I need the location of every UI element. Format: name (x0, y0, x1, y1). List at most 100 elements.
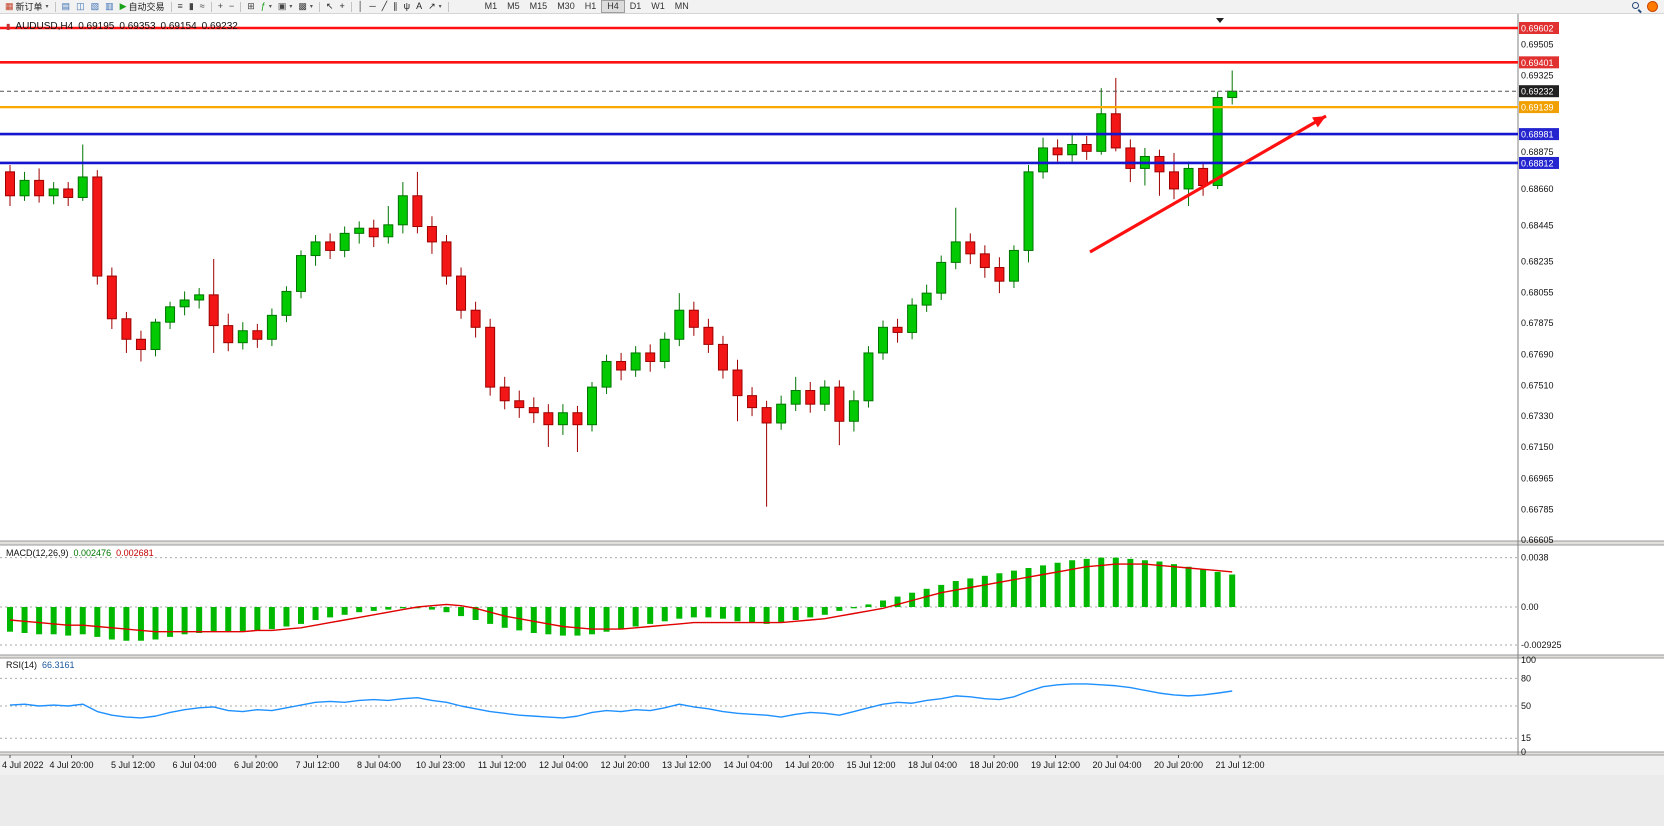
price-axis-label: 0.67330 (1521, 411, 1554, 421)
trend-arrow-line[interactable] (1089, 114, 1327, 254)
macd-indicator-label: MACD(12,26,9) 0.002476 0.002681 (6, 548, 154, 558)
price-tag-support-upper-text: 0.68981 (1521, 130, 1554, 140)
candle-body (92, 176, 103, 277)
candlestick-chart-button[interactable]: ▮ (186, 0, 197, 13)
market-watch-button[interactable]: ▤ (59, 0, 74, 13)
channel-button[interactable]: ∥ (390, 0, 401, 13)
candle-body (252, 330, 263, 340)
price-axis-label: 0.66965 (1521, 474, 1554, 484)
timeframe-m30[interactable]: M30 (557, 1, 575, 11)
price-tag-resistance-lower-text: 0.69401 (1521, 58, 1554, 68)
timeframe-h4[interactable]: H4 (601, 0, 625, 13)
timeframe-m1[interactable]: M1 (484, 1, 498, 11)
periods-button[interactable]: ▣ ▾ (275, 0, 296, 13)
rsi-line (9, 683, 1233, 719)
zoom-out-button[interactable]: − (226, 0, 237, 13)
candle-body (368, 227, 379, 238)
candle-body (165, 306, 176, 323)
text-icon: A (416, 1, 423, 11)
timeframe-w1[interactable]: W1 (651, 1, 665, 11)
candle-body (1096, 113, 1107, 152)
navigator-button[interactable]: ▧ (88, 0, 103, 13)
candle-body (121, 318, 132, 340)
trendline-button[interactable]: ╱ (379, 0, 390, 13)
candle-body (310, 241, 321, 257)
indicators-button[interactable]: ƒ ▾ (258, 0, 275, 13)
candle-body (1183, 167, 1194, 190)
caret-down-icon: ▾ (309, 4, 313, 10)
zoom-in-button[interactable]: + (215, 0, 226, 13)
candle-body (77, 176, 88, 198)
candle-body (907, 304, 918, 333)
fibonacci-icon: ψ (403, 1, 411, 11)
candle-body (950, 241, 961, 263)
auto-trading-button[interactable]: ▶ 自动交易 (117, 0, 168, 13)
macd-panel-plot[interactable] (0, 545, 1664, 655)
candle-body (63, 188, 74, 198)
chart-canvas[interactable]: 0.0038 0.00 -0.002925 100 80 50 15 0 0.69505 0.69… (0, 14, 1664, 826)
toolbar-separator (210, 1, 212, 12)
price-tag-current-text: 0.69232 (1521, 87, 1554, 97)
timeframe-d1[interactable]: D1 (629, 1, 642, 11)
candle-body (921, 292, 932, 306)
macd-main-value: 0.002476 (73, 548, 112, 558)
channel-icon: ∥ (393, 1, 398, 11)
tile-windows-button[interactable]: ⊞ (244, 0, 258, 13)
caret-down-icon: ▾ (438, 4, 442, 10)
rsi-panel-plot[interactable] (0, 658, 1664, 752)
terminal-button[interactable]: ▥ (102, 0, 117, 13)
timeframe-h1[interactable]: H1 (584, 1, 597, 11)
candle-body (456, 275, 467, 311)
vertical-line-icon: │ (357, 1, 364, 11)
candle-body (557, 412, 568, 426)
candle-body (805, 390, 816, 405)
candle-body (819, 386, 830, 405)
horizontal-line-button[interactable]: ─ (366, 0, 378, 13)
timeframe-m15[interactable]: M15 (529, 1, 548, 11)
main-chart-plot[interactable] (0, 14, 1664, 541)
macd-axis-label: 0.00 (1521, 602, 1539, 612)
search-icon[interactable] (1631, 1, 1642, 13)
toolbar-separator (318, 1, 320, 12)
line-chart-button[interactable]: ≈ (197, 0, 208, 13)
text-button[interactable]: A (413, 0, 425, 13)
panel-divider[interactable] (0, 655, 1664, 658)
toolbar-buttons: ▦ 新订单 ▾ ▤ ◫ ▧ ▥ ▶ 自动交易 ≡ ▮ ≈ + − ⊞ ƒ ▾ ▣ ▾ ▩ ▾ ↖ + │ ─ ╱ ∥ ψ A ↗ ▾ (2, 0, 452, 13)
candle-body (499, 386, 510, 402)
new-order-button[interactable]: ▦ 新订单 ▾ (2, 0, 52, 13)
time-axis-strip[interactable] (0, 755, 1664, 775)
fibonacci-button[interactable]: ψ (401, 0, 413, 13)
timeframe-m5[interactable]: M5 (507, 1, 520, 11)
candle-body (34, 179, 45, 197)
candle-body (703, 326, 714, 345)
cursor-button[interactable]: ↖ (323, 0, 337, 13)
periods-icon: ▣ (277, 1, 287, 11)
candle-body (776, 403, 787, 424)
new-order-button-label: 新订单 (15, 2, 43, 12)
crosshair-button[interactable]: + (336, 0, 347, 13)
bar-chart-button[interactable]: ≡ (175, 0, 186, 13)
time-axis-label: 18 Jul 04:00 (908, 760, 957, 770)
candle-body (1067, 144, 1078, 156)
data-window-icon: ◫ (76, 1, 85, 11)
data-window-button[interactable]: ◫ (73, 0, 88, 13)
rsi-name: RSI(14) (6, 660, 38, 670)
candle-body (892, 326, 903, 333)
timeframe-mn[interactable]: MN (674, 1, 689, 11)
horizontal-line-icon: ─ (369, 1, 376, 11)
community-icon[interactable] (1647, 1, 1658, 12)
arrows-button[interactable]: ↗ ▾ (425, 0, 445, 13)
time-axis-label: 4 Jul 2022 (2, 760, 44, 770)
panel-divider[interactable] (0, 541, 1664, 545)
templates-button[interactable]: ▩ ▾ (295, 0, 316, 13)
vertical-line-button[interactable]: │ (355, 0, 367, 13)
bar-chart-icon: ≡ (177, 1, 183, 11)
candle-body (528, 407, 539, 414)
price-tag-pivot (1519, 101, 1559, 114)
candle-body (1008, 249, 1019, 282)
panel-divider[interactable] (0, 752, 1664, 755)
trend-arrow-head (1312, 116, 1326, 128)
candle-body (863, 352, 874, 402)
chart-title: ▮ AUDUSD,H4 0.69195 0.69353 0.69154 0.69… (6, 21, 238, 32)
candle-body (790, 390, 801, 405)
